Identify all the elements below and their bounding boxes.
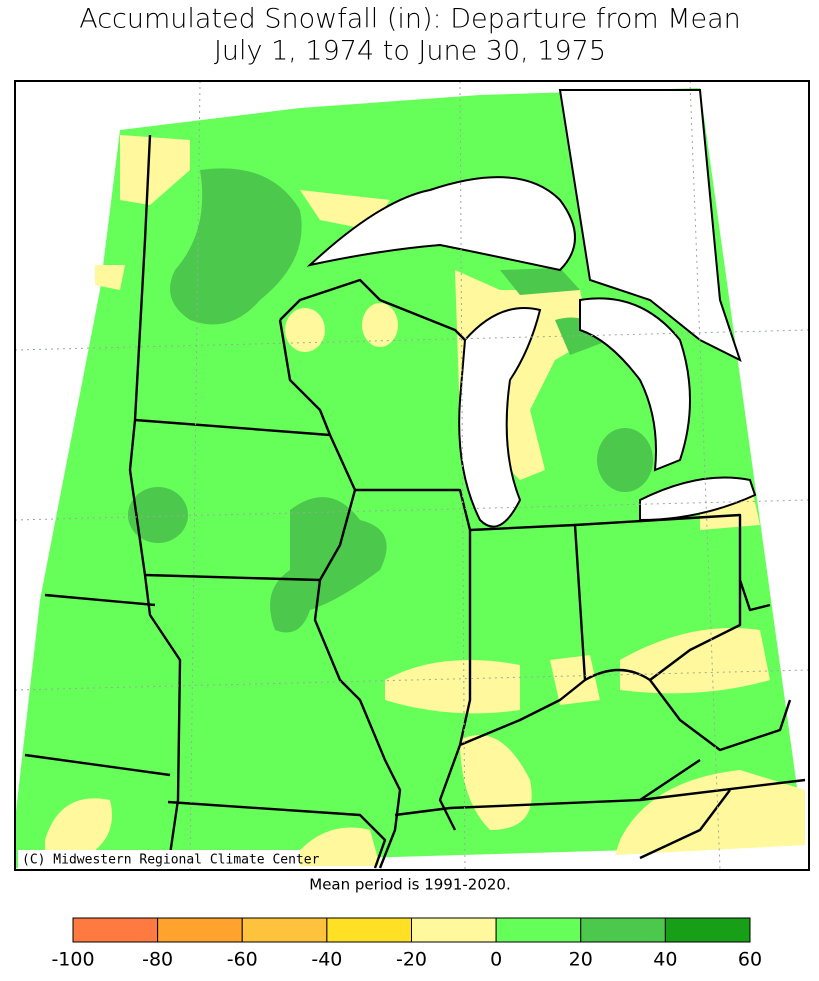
graticule — [14, 80, 810, 871]
colorbar-bin — [241, 917, 328, 943]
colorbar-tick-label: 40 — [653, 949, 677, 971]
note: Mean period is 1991-2020. — [309, 876, 510, 894]
map-frame — [14, 80, 810, 871]
colorbar-tick-label: -80 — [142, 949, 173, 971]
title-line: July 1, 1974 to June 30, 1975 — [214, 36, 606, 67]
colorbar-bin — [580, 917, 666, 943]
colorbar-bin — [495, 917, 582, 943]
credit: (C) Midwestern Regional Climate Center — [22, 853, 320, 868]
colorbar-bin — [72, 917, 159, 943]
colorbar-bin — [664, 917, 751, 943]
title-line: Accumulated Snowfall (in): Departure fro… — [79, 4, 741, 35]
credit-bg — [18, 850, 300, 868]
map: (C) Midwestern Regional Climate Center — [14, 80, 810, 871]
colorbar-bin — [411, 917, 497, 943]
colorbar-tick-label: 60 — [738, 949, 762, 971]
colorbar-tick-label: -100 — [51, 949, 94, 971]
colorbar-tick-label: -60 — [227, 949, 258, 971]
colorbar-bin — [326, 917, 412, 943]
colorbar-tick-label: 20 — [569, 949, 593, 971]
colorbar: -100 -80 -60 -40 -20 0 20 40 60 — [51, 917, 762, 971]
colorbar-tick-label: -20 — [396, 949, 427, 971]
colorbar-tick-label: 0 — [490, 949, 502, 971]
lakes — [306, 89, 757, 528]
colorbar-tick-label: -40 — [311, 949, 342, 971]
colorbar-bin — [157, 917, 243, 943]
state-lines — [24, 134, 806, 869]
